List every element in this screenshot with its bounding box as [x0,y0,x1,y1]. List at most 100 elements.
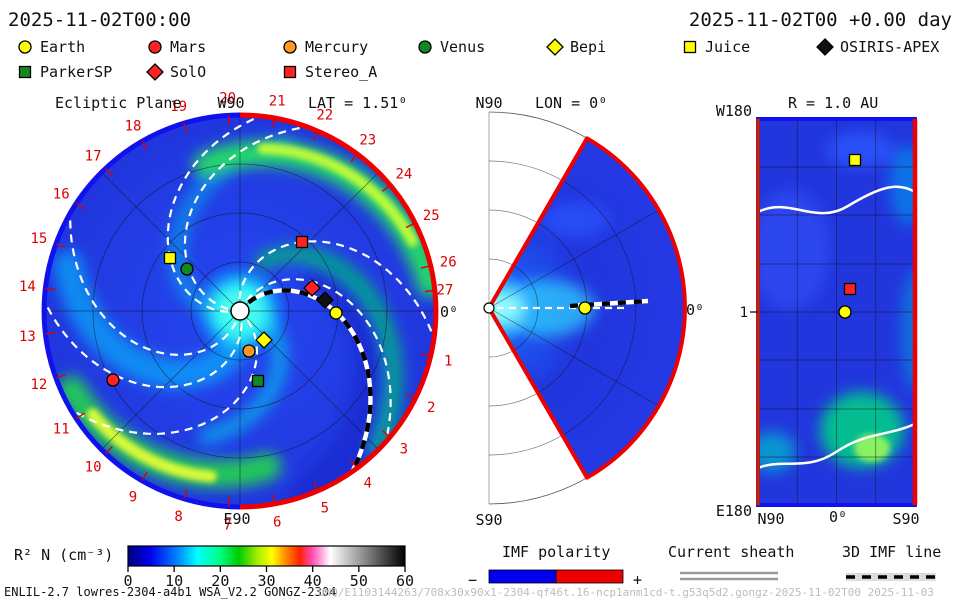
legend-label: OSIRIS-APEX [840,38,939,56]
ecliptic-boundary-west [41,112,241,510]
ecliptic-tick-mark [271,494,275,505]
radial-grid [758,119,915,505]
legend-item-bepi: Bepi [546,38,606,56]
ecliptic-body-markers [106,235,343,388]
legend-item-parkersp: ParkerSP [18,63,112,81]
colorbar-label: R² N (cm⁻³) [14,546,113,564]
ecliptic-e90-label: E90 [223,510,250,528]
ecliptic-boundary-east [239,112,439,510]
colorbar-gradient-bar [127,545,406,567]
sun-marker [230,301,250,321]
radial-w180-label: W180 [716,102,752,120]
ecliptic-imf-lines [46,117,434,473]
radial-s90-label: S90 [892,510,919,528]
ecliptic-tick-2: 2 [427,400,435,416]
colorbar-tick-label: 20 [211,572,229,590]
ecliptic-tick-mark [313,481,319,492]
legend: Earth Mars Mercury Venus Bepi Juice OSIRIS-APE… [18,38,939,81]
sun-marker-meridional [483,302,495,314]
ecliptic-tick-5: 5 [321,501,329,517]
imf-line-key: 3D IMF line [842,543,941,581]
meridional-n90-label: N90 [475,94,502,112]
legend-item-venus: Venus [418,38,485,56]
colorbar-tick-label: 10 [165,572,183,590]
marker-stereo-a-radial [843,282,857,296]
colorbar-tick-label: 50 [350,572,368,590]
timestamp-current: 2025-11-02T00:00 [8,9,191,31]
marker-stereo-a [295,235,309,249]
ecliptic-tick-7: 7 [223,518,231,534]
radial-n90-label: N90 [757,510,784,528]
ecliptic-tick-22: 22 [316,108,333,124]
ecliptic-tick-23: 23 [359,132,376,148]
ecliptic-tick-1: 1 [444,353,452,369]
marker-bepi [546,38,564,56]
current-sheath-key: Current sheath [668,543,794,581]
ecliptic-tick-mark [382,430,391,438]
ecliptic-tick-mark [350,459,358,469]
imf-polarity-minus: − [468,571,477,589]
ecliptic-tick-mark [350,153,358,163]
marker-venus [418,40,432,54]
timestamp-forecast: 2025-11-02T00 +0.00 day [689,9,952,31]
radial-body-markers [838,153,862,319]
ecliptic-tick-17: 17 [85,148,102,164]
colorbar-tick-label: 40 [304,572,322,590]
ecliptic-tick-mark [45,331,56,335]
ecliptic-tick-mark [45,287,56,291]
legend-label: SolO [170,63,206,81]
marker-bepi [255,331,273,349]
imf-polarity-plus: + [633,571,642,589]
radial-plot: R = 1.0 AU W180 E180 N90 0⁰ S90 1 [716,94,920,528]
ecliptic-tick-16: 16 [53,186,70,202]
marker-parkersp [18,65,32,79]
ecliptic-tick-27: 27 [436,283,453,299]
ecliptic-tick-9: 9 [129,489,137,505]
ecliptic-tick-4: 4 [364,476,372,492]
imf-spiral-line [46,300,243,389]
ecliptic-tick-19: 19 [170,99,187,115]
imf-spiral-line [245,278,392,443]
colorbar-tick-label: 30 [257,572,275,590]
ecliptic-tick-15: 15 [30,231,47,247]
legend-label: Mercury [305,38,368,56]
ecliptic-tick-mark [75,412,85,420]
ecliptic-tick-24: 24 [395,166,412,182]
marker-earth [329,306,343,320]
meridional-body-markers [578,301,592,315]
ecliptic-tick-13: 13 [19,329,36,345]
ecliptic-tick-8: 8 [174,509,182,525]
ecliptic-tick-12: 12 [30,377,47,393]
legend-label: Bepi [570,38,606,56]
marker-mercury [242,344,256,358]
ecliptic-tick-mark [55,243,66,249]
marker-juice [163,251,177,265]
legend-label: Earth [40,38,85,56]
ecliptic-tick-mark [420,353,431,357]
meridional-imf-3d-line-black [569,298,649,309]
ecliptic-tick-3: 3 [400,442,408,458]
meridional-boundary [487,136,687,480]
radial-left-tick-label: 1 [740,305,748,321]
ecliptic-zero-deg-label: 0⁰ [440,303,458,321]
legend-item-solo: SolO [146,63,206,81]
radial-zero-deg-label: 0⁰ [829,508,847,526]
watermark: UNQ/E1103144263/708x30x90x1-2304-qf46t.1… [318,586,934,599]
ecliptic-tick-mark [75,202,85,210]
imf-spiral-line [69,212,237,356]
ecliptic-w90-label: W90 [217,94,244,112]
ecliptic-tick-10: 10 [85,460,102,476]
legend-item-earth: Earth [18,38,85,56]
current-sheet-line-north [757,185,916,215]
ecliptic-tick-mark [420,265,431,269]
marker-mars [106,373,120,387]
ecliptic-tick-20: 20 [219,90,236,106]
colorbar-tick-label: 60 [396,572,414,590]
ecliptic-tick-18: 18 [125,119,142,135]
imf-spiral-line [183,125,308,310]
legend-label: ParkerSP [40,63,112,81]
marker-earth [18,40,32,54]
marker-earth-radial [838,305,852,319]
meridional-s90-label: S90 [475,511,502,529]
